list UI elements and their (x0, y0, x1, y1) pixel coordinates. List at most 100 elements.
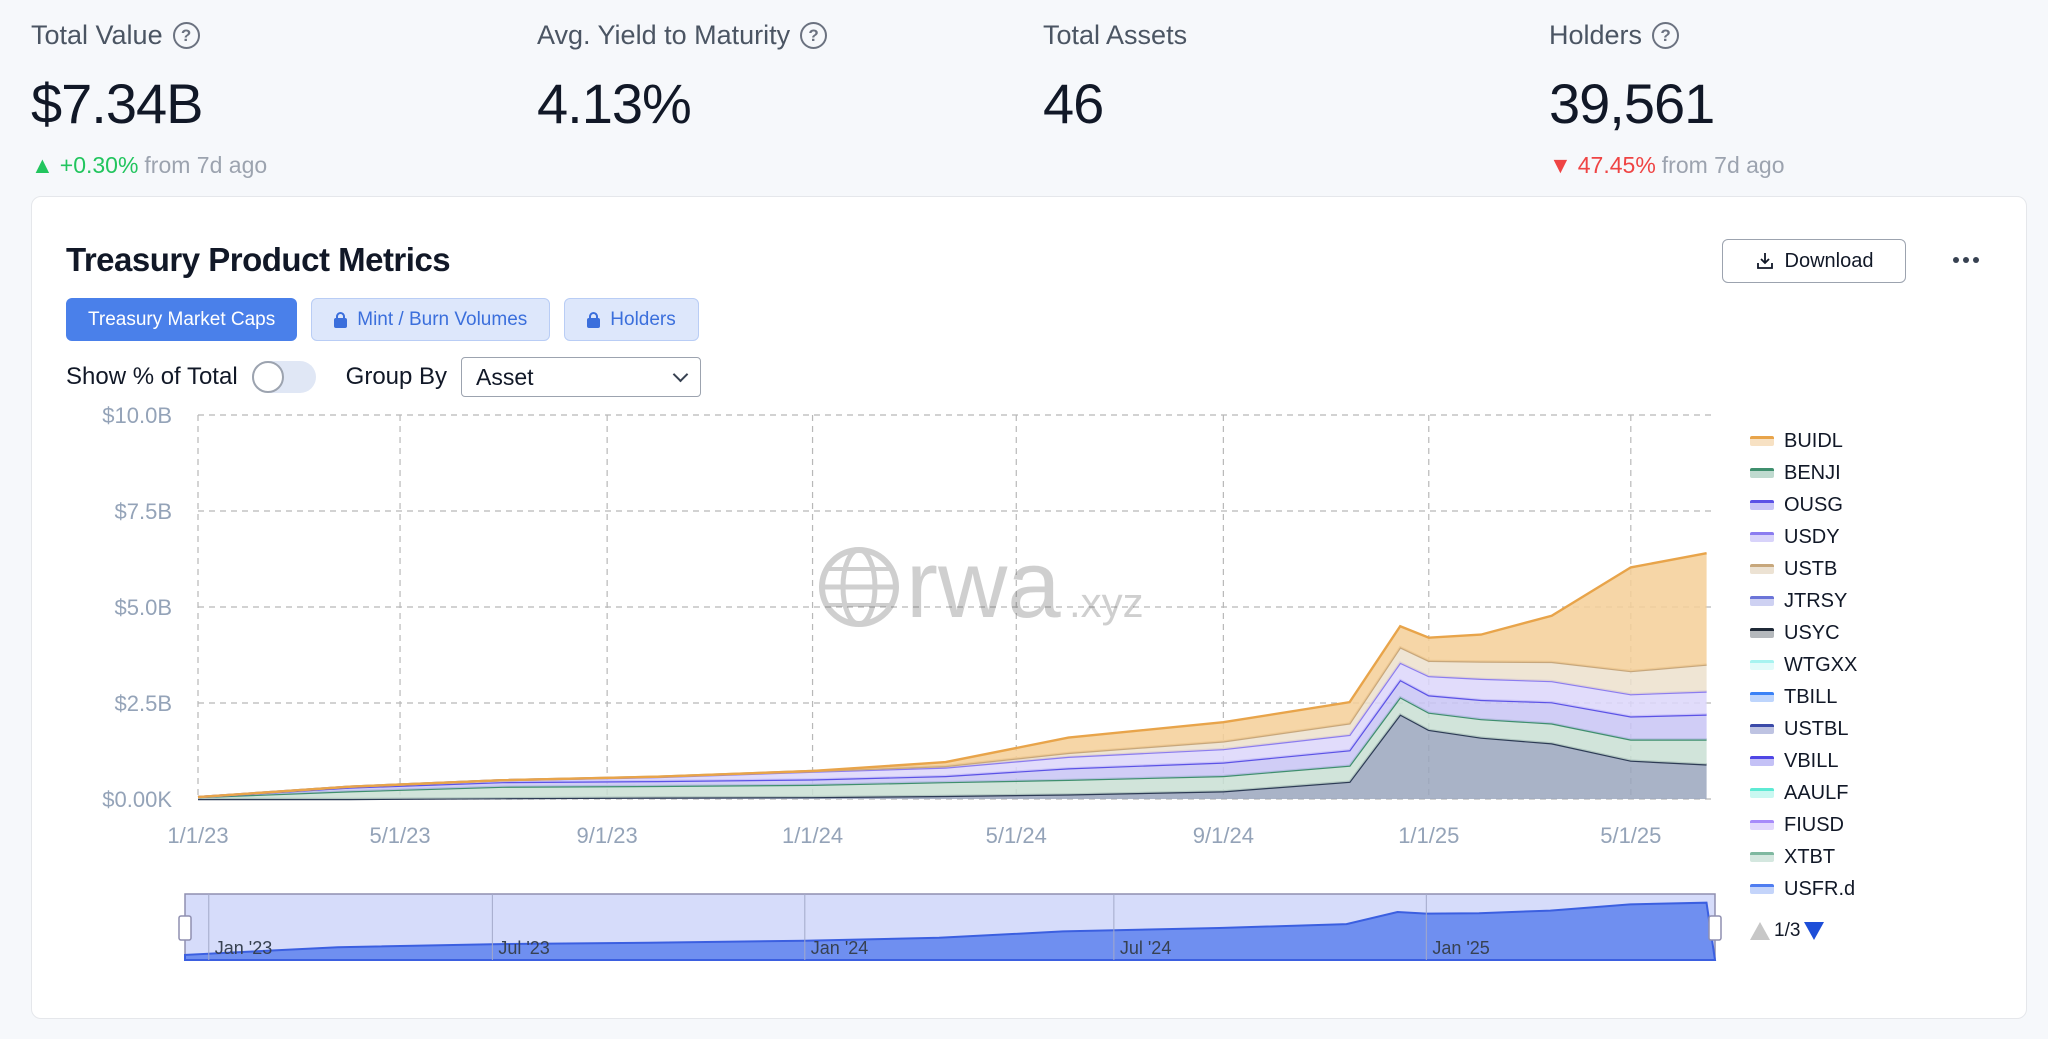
help-icon[interactable]: ? (1652, 22, 1680, 49)
legend-label: TBILL (1784, 685, 1838, 708)
legend-item[interactable]: USTBL (1750, 713, 2010, 745)
y-tick-label: $7.5B (115, 499, 173, 524)
series-area-benji (198, 697, 1707, 799)
watermark-text: rwa (906, 531, 1061, 638)
treasury-metrics-card: Treasury Product Metrics Download Treasu… (31, 196, 2027, 1019)
legend-item[interactable]: OUSG (1750, 489, 2010, 521)
y-tick-label: $10.0B (102, 403, 172, 428)
legend-item[interactable]: USYC (1750, 617, 2010, 649)
help-icon[interactable]: ? (800, 22, 828, 49)
legend-swatch (1750, 884, 1774, 894)
help-icon[interactable]: ? (172, 22, 200, 49)
legend-page: 1/3 (1774, 920, 1801, 941)
lock-icon (587, 311, 601, 328)
legend-swatch (1750, 500, 1774, 510)
legend-swatch (1750, 628, 1774, 638)
x-tick-label: 5/1/23 (369, 823, 430, 848)
navigator-label: Jul '24 (1120, 938, 1171, 958)
legend-item[interactable]: USFR.d (1750, 873, 2010, 905)
legend-item[interactable]: USTB (1750, 553, 2010, 585)
chart-controls: Show % of Total Group By Asset (66, 357, 702, 397)
tab-treasury-market-caps[interactable]: Treasury Market Caps (66, 298, 298, 341)
navigator-handle[interactable] (178, 915, 192, 941)
x-tick-label: 1/1/24 (782, 823, 843, 848)
stat-total-assets: Total Assets 46 (1043, 20, 1523, 136)
tab-label: Holders (610, 308, 676, 330)
stat-value: 39,561 (1549, 72, 1715, 135)
stat-value: $7.34B (31, 72, 204, 135)
more-options-icon[interactable] (1946, 245, 1986, 275)
group-by-select[interactable]: Asset (461, 357, 702, 397)
group-by-value: Asset (476, 363, 534, 390)
tab-holders[interactable]: Holders (564, 298, 699, 341)
navigator-area (184, 901, 1717, 961)
stat-label: Avg. Yield to Maturity (537, 20, 791, 50)
legend-label: FIUSD (1784, 813, 1844, 836)
y-tick-label: $0.00K (102, 787, 172, 812)
x-tick-label: 9/1/23 (577, 823, 638, 848)
legend-label: USDY (1784, 525, 1840, 548)
stat-change: ▲ +0.30% from 7d ago (31, 152, 511, 179)
stats-row: Total Value ? $7.34B ▲ +0.30% from 7d ag… (0, 0, 2048, 190)
legend-swatch (1750, 756, 1774, 766)
legend-item[interactable]: TBILL (1750, 681, 2010, 713)
legend-swatch (1750, 852, 1774, 862)
show-pct-toggle[interactable] (251, 361, 316, 393)
card-title: Treasury Product Metrics (66, 241, 451, 278)
legend-swatch (1750, 532, 1774, 542)
watermark-suffix: .xyz (1069, 579, 1144, 626)
navigator-label: Jul '23 (498, 938, 549, 958)
series-area-usdy (198, 662, 1707, 798)
legend-swatch (1750, 564, 1774, 574)
legend-label: XTBT (1784, 845, 1836, 868)
legend-label: VBILL (1784, 749, 1839, 772)
legend-label: USTB (1784, 557, 1838, 580)
triangle-up-icon: ▲ (31, 152, 54, 178)
x-tick-label: 9/1/24 (1193, 823, 1254, 848)
group-by-label: Group By (345, 363, 448, 390)
legend-label: BUIDL (1784, 429, 1843, 452)
legend-label: OUSG (1784, 493, 1843, 516)
legend-label: BENJI (1784, 461, 1841, 484)
legend-label: USTBL (1784, 717, 1849, 740)
download-label: Download (1784, 249, 1874, 272)
legend-item[interactable]: USDY (1750, 521, 2010, 553)
legend-label: USYC (1784, 621, 1840, 644)
legend-next-icon[interactable] (1804, 922, 1825, 940)
tab-mint-burn-volumes[interactable]: Mint / Burn Volumes (311, 298, 551, 341)
legend-item[interactable]: BENJI (1750, 457, 2010, 489)
lock-icon (334, 311, 348, 328)
change-value: +0.30% (59, 152, 139, 178)
legend-swatch (1750, 660, 1774, 670)
stat-avg-yield: Avg. Yield to Maturity ? 4.13% (537, 20, 1017, 136)
watermark-globe-icon (819, 547, 899, 627)
market-cap-chart[interactable]: $0.00K $2.5B $5.0B $7.5B $10.0B 1/1/23 5/1/23 9… (32, 197, 2028, 1020)
show-pct-label: Show % of Total (66, 363, 238, 390)
legend-prev-icon[interactable] (1750, 922, 1770, 940)
navigator-label: Jan '25 (1432, 938, 1489, 958)
change-suffix: from 7d ago (144, 152, 268, 178)
legend-item[interactable]: BUIDL (1750, 425, 2010, 457)
stat-change: ▼ 47.45% from 7d ago (1549, 152, 2029, 179)
change-value: 47.45% (1577, 152, 1656, 178)
legend-swatch (1750, 820, 1774, 830)
navigator-label: Jan '23 (215, 938, 272, 958)
tab-label: Treasury Market Caps (88, 308, 276, 330)
legend-item[interactable]: JTRSY (1750, 585, 2010, 617)
chart-legend: BUIDL BENJI OUSG USDY USTB JTRSY USYC WTGXX TBIL… (1750, 425, 2010, 905)
x-tick-label: 5/1/24 (986, 823, 1047, 848)
legend-label: WTGXX (1784, 653, 1858, 676)
navigator-label: Jan '24 (811, 938, 868, 958)
change-suffix: from 7d ago (1661, 152, 1785, 178)
legend-swatch (1750, 788, 1774, 798)
legend-swatch (1750, 692, 1774, 702)
legend-item[interactable]: XTBT (1750, 841, 2010, 873)
legend-item[interactable]: FIUSD (1750, 809, 2010, 841)
download-button[interactable]: Download (1722, 239, 1906, 283)
navigator-handle[interactable] (1708, 915, 1722, 941)
legend-label: USFR.d (1784, 877, 1856, 900)
legend-item[interactable]: WTGXX (1750, 649, 2010, 681)
x-tick-label: 1/1/23 (167, 823, 228, 848)
legend-item[interactable]: VBILL (1750, 745, 2010, 777)
legend-item[interactable]: AAULF (1750, 777, 2010, 809)
